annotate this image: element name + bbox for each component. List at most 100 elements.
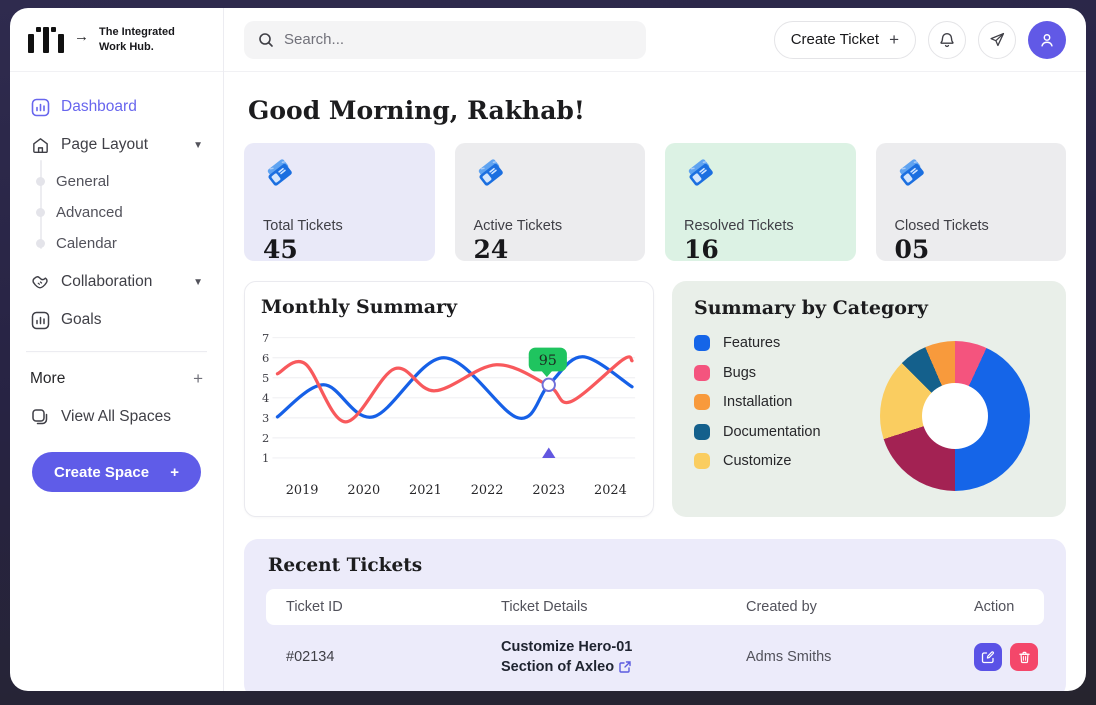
sidebar-item-view-all-spaces[interactable]: View All Spaces [26, 398, 207, 436]
sub-item-label: Calendar [56, 235, 117, 252]
stat-value: 05 [894, 235, 930, 264]
stat-cards: Total Tickets 45 Active Tickets 24 Resol… [244, 143, 1066, 264]
brand-name: The Integrated Work Hub. [99, 26, 175, 53]
create-ticket-label: Create Ticket [790, 31, 880, 48]
y-tick-label: 5 [262, 371, 269, 385]
sidebar-nav: Dashboard Page Layout ▼ General Advanced… [10, 72, 223, 339]
section-title: Recent Tickets [268, 555, 423, 576]
chart-tooltip-label: 95 [539, 353, 557, 369]
legend-label: Bugs [723, 364, 757, 381]
edit-button[interactable] [974, 643, 1002, 672]
chart-title: Summary by Category [694, 297, 928, 319]
ticket-details-link[interactable]: Customize Hero-01 Section of Axleo [501, 637, 746, 678]
brand-logo: → The Integrated Work Hub. [10, 8, 223, 72]
legend-swatch [694, 394, 710, 410]
sub-item-label: General [56, 173, 110, 190]
chevron-down-icon: ▼ [193, 276, 203, 288]
y-tick-label: 3 [262, 411, 269, 425]
x-tick-label: 2021 [409, 483, 442, 498]
sidebar-item-label: Collaboration [61, 273, 153, 290]
stat-card-active-tickets: Active Tickets 24 [454, 143, 645, 264]
ticket-icon [684, 159, 718, 194]
dashboard-content: Good Morning, Rakhab! Total Tickets 45 A… [224, 72, 1086, 691]
sub-item-label: Advanced [56, 204, 123, 221]
x-tick-label: 2023 [532, 483, 565, 498]
external-link-icon[interactable] [619, 661, 631, 674]
action-cell [974, 643, 1038, 672]
topbar-actions: Create Ticket + [773, 20, 1066, 59]
stat-value: 16 [684, 235, 719, 264]
ticket-icon [474, 159, 508, 194]
legend-label: Documentation [723, 423, 821, 440]
stat-label: Closed Tickets [894, 218, 989, 234]
sidebar-item-page-layout[interactable]: Page Layout ▼ [26, 126, 207, 164]
notifications-button[interactable] [928, 20, 966, 59]
ticket-details-line1: Customize Hero-01 [501, 639, 633, 655]
legend-swatch [694, 364, 710, 381]
sidebar-more[interactable]: More + [10, 362, 223, 396]
stat-card-closed-tickets: Closed Tickets 05 [875, 143, 1066, 264]
y-tick-label: 7 [262, 331, 269, 345]
search-input[interactable] [284, 31, 632, 48]
stat-card-resolved-tickets: Resolved Tickets 16 [665, 143, 856, 264]
spaces-icon [30, 407, 50, 427]
chevron-down-icon: ▼ [193, 139, 203, 151]
sidebar-item-goals[interactable]: Goals [26, 301, 207, 339]
create-space-button[interactable]: Create Space + [32, 452, 201, 492]
legend-item-documentation: Documentation [694, 423, 880, 440]
plus-icon: + [889, 29, 899, 49]
x-tick-label: 2022 [471, 483, 504, 498]
trash-icon [1018, 651, 1031, 664]
bell-icon [938, 31, 956, 49]
sidebar-item-label: Dashboard [61, 98, 137, 115]
monthly-summary-card: Monthly Summary 7 6 5 4 3 2 1 2019 2020 2021 2022 2… [244, 281, 654, 517]
user-avatar[interactable] [1028, 20, 1066, 59]
y-tick-label: 6 [262, 351, 269, 365]
sidebar-item-collaboration[interactable]: Collaboration ▼ [26, 263, 207, 301]
sidebar-item-dashboard[interactable]: Dashboard [26, 88, 207, 126]
legend-item-customize: Customize [694, 453, 880, 469]
stat-card-total-tickets: Total Tickets 45 [244, 143, 435, 264]
plus-icon[interactable]: + [193, 369, 203, 388]
legend-label: Features [723, 335, 781, 351]
y-tick-label: 1 [262, 451, 269, 465]
series-blue-line [275, 355, 634, 420]
more-label: More [30, 370, 66, 387]
series-red-line [275, 355, 634, 424]
handshake-icon [30, 272, 50, 292]
search-icon [258, 32, 274, 48]
ticket-icon [263, 159, 297, 194]
ticket-id-cell: #02134 [286, 649, 335, 666]
create-ticket-button[interactable]: Create Ticket + [773, 20, 916, 59]
legend-label: Installation [723, 394, 793, 410]
legend-label: Customize [723, 453, 792, 469]
sidebar-divider [26, 351, 207, 352]
sidebar: → The Integrated Work Hub. Dashboard Page… [10, 8, 224, 691]
edit-pencil-icon [981, 650, 995, 664]
created-by-cell: Adms Smiths [746, 649, 832, 666]
legend-item-installation: Installation [694, 394, 880, 410]
data-point-marker [541, 377, 556, 392]
delete-button[interactable] [1010, 643, 1038, 672]
column-header-ticket-id: Ticket ID [286, 599, 343, 615]
x-tick-label: 2024 [594, 483, 627, 498]
y-tick-label: 4 [262, 391, 269, 405]
topbar: Create Ticket + [224, 8, 1086, 72]
charts-row: Monthly Summary 7 6 5 4 3 2 1 2019 2020 2021 2022 2… [244, 281, 1066, 517]
legend-swatch [694, 423, 710, 440]
sidebar-item-general[interactable]: General [36, 166, 207, 197]
sidebar-item-advanced[interactable]: Advanced [36, 197, 207, 228]
app-window: → The Integrated Work Hub. Dashboard Page… [10, 8, 1086, 691]
x-tick-label: 2020 [347, 483, 380, 498]
sidebar-item-calendar[interactable]: Calendar [36, 228, 207, 259]
send-button[interactable] [978, 20, 1016, 59]
stat-label: Resolved Tickets [684, 218, 794, 234]
paper-plane-icon [989, 31, 1006, 48]
sidebar-item-label: Page Layout [61, 136, 149, 153]
column-header-ticket-details: Ticket Details [501, 599, 588, 615]
donut-legend: Features Bugs Installation [694, 333, 880, 483]
brand-mark-icon [28, 26, 64, 53]
search-box[interactable] [244, 20, 646, 59]
axis-triangle-marker [542, 447, 556, 458]
recent-tickets-card: Recent Tickets Ticket ID Ticket Details … [244, 539, 1066, 691]
